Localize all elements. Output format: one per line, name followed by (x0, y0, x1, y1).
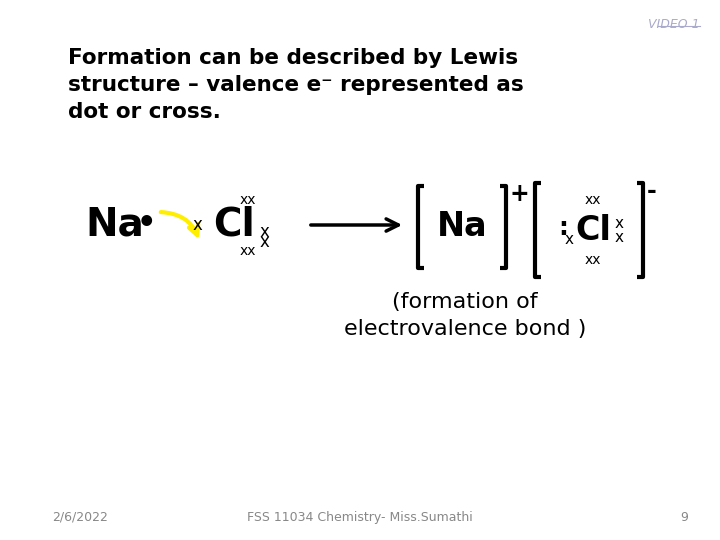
Text: 9: 9 (680, 511, 688, 524)
Text: Cl: Cl (213, 206, 255, 244)
Text: -: - (647, 179, 657, 203)
Text: (formation of
electrovalence bond ): (formation of electrovalence bond ) (344, 292, 586, 339)
Text: xx: xx (585, 193, 601, 207)
Text: VIDEO 1: VIDEO 1 (649, 18, 700, 31)
Text: x: x (614, 231, 624, 246)
Text: Na: Na (437, 211, 487, 244)
Text: Na: Na (85, 206, 144, 244)
Text: Formation can be described by Lewis
structure – valence e⁻ represented as
dot or: Formation can be described by Lewis stru… (68, 48, 523, 123)
Text: x: x (564, 233, 574, 247)
Text: x: x (192, 216, 202, 234)
Text: xx: xx (585, 253, 601, 267)
Text: xx: xx (240, 193, 256, 207)
Text: Cl: Cl (575, 213, 611, 246)
Text: x: x (614, 217, 624, 232)
Text: x: x (259, 223, 269, 241)
Text: •: • (136, 210, 156, 239)
Text: 2/6/2022: 2/6/2022 (52, 511, 108, 524)
Text: FSS 11034 Chemistry- Miss.Sumathi: FSS 11034 Chemistry- Miss.Sumathi (247, 511, 473, 524)
Text: xx: xx (240, 244, 256, 258)
Text: x: x (259, 233, 269, 251)
Text: +: + (510, 182, 530, 206)
Text: :: : (558, 216, 568, 240)
